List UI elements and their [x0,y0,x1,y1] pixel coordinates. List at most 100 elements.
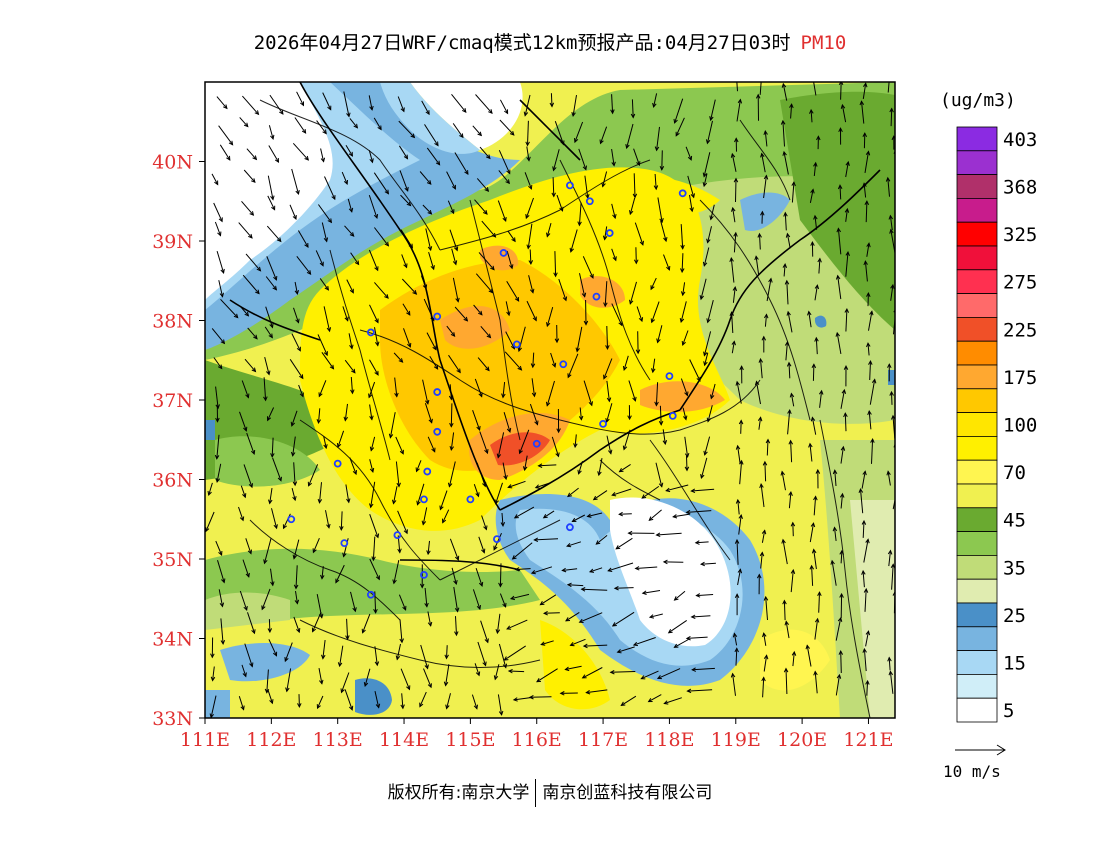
wind-arrow-head [263,559,268,565]
wind-arrow [565,665,582,670]
wind-arrow [427,611,432,626]
wind-arrow [611,248,617,261]
wind-arrow-head [890,283,895,289]
wind-arrow-head [373,214,379,220]
wind-arrow-head [445,704,450,710]
wind-arrow-head [813,214,818,220]
wind-arrow [664,697,682,704]
wind-arrow-head [285,687,290,693]
wind-arrow [426,332,437,350]
wind-arrow-head [210,676,216,682]
wind-arrow [399,619,403,643]
wind-arrow-head [885,176,891,182]
wind-arrow [296,255,311,275]
wind-arrow-head [733,231,738,237]
wind-arrow-head [526,244,531,250]
wind-arrow [576,326,583,352]
wind-arrow-head [410,133,416,139]
wind-arrow-head [368,393,373,399]
wind-arrow-head [249,211,255,216]
wind-arrow [213,357,223,369]
wind-arrow-head [311,627,317,633]
wind-arrow-head [703,450,708,456]
wind-arrow [291,168,299,195]
wind-arrow-head [886,470,891,476]
legend-label: 100 [1003,415,1037,437]
wind-arrow [536,668,558,683]
wind-arrow-head [733,177,739,183]
wind-arrow [756,381,761,405]
wind-arrow [368,381,376,398]
wind-arrow [691,488,715,492]
wind-arrow-head [247,549,252,555]
wind-arrow [566,541,582,547]
wind-arrow [272,457,282,481]
wind-arrow [674,98,684,124]
wind-arrow-head [348,207,354,213]
wind-arrow-head [888,71,892,75]
wind-arrow-head [306,270,312,275]
station-marker [592,292,601,301]
wind-arrow-head [243,122,249,128]
wind-arrow [423,668,432,688]
wind-arrow [347,198,353,212]
wind-arrow-head [606,397,612,403]
wind-arrow-head [369,105,374,111]
wind-arrow [455,616,457,636]
legend-swatch [956,197,998,223]
wind-arrow [451,567,457,585]
wind-arrow [578,202,582,226]
wind-arrow [619,513,632,515]
wind-arrow-head [573,443,578,449]
wind-arrow [481,220,496,238]
wind-arrow [710,204,715,220]
wind-arrow-head [706,417,712,423]
wind-arrow [453,586,459,612]
wind-arrow-head [632,641,638,647]
wind-arrow [499,119,515,136]
wind-arrow-head [762,460,768,466]
wind-arrow-head [221,578,226,584]
wind-arrow-head [891,135,895,141]
wind-arrow [888,550,891,567]
wind-arrow-head [459,133,464,139]
latitude-axis: 40N 39N 38N 37N 36N 35N 34N 33N [152,152,205,730]
wind-arrow-head [862,82,868,88]
wind-arrow [887,471,891,486]
wind-arrow [499,99,509,114]
wind-arrow [819,390,823,408]
wind-arrow [218,125,234,145]
wind-arrow-head [696,376,701,382]
wind-arrow [428,251,435,270]
wind-arrow [578,148,587,170]
wind-arrow-head [761,676,766,682]
wind-arrow-head [830,559,835,565]
wind-arrow [506,250,513,269]
wind-arrow [531,378,535,397]
wind-arrow [424,124,439,146]
wind-arrow [286,668,292,692]
wind-arrow-head [261,605,266,611]
wind-arrow-head [782,150,787,156]
wind-arrow [393,559,400,584]
wind-arrow [890,108,893,127]
wind-arrow-head [603,302,608,308]
wind-arrow [760,552,763,569]
wind-arrow-head [768,277,773,283]
wind-arrow [839,185,842,200]
wind-arrow-head [786,361,792,367]
wind-arrow-head [616,649,622,654]
wind-arrow [840,82,842,100]
wind-arrow-head [835,274,841,280]
legend-swatch [956,293,998,318]
wind-arrow [507,230,516,242]
wind-arrow-head [478,392,483,398]
wind-arrow [512,542,533,560]
wind-arrow-head [255,289,260,295]
wind-arrow [422,204,432,215]
wind-arrow [421,100,430,115]
wind-arrow-head [763,129,768,135]
wind-arrow [551,436,559,457]
wind-arrow-head [498,710,504,716]
wind-arrow-head [865,679,870,685]
